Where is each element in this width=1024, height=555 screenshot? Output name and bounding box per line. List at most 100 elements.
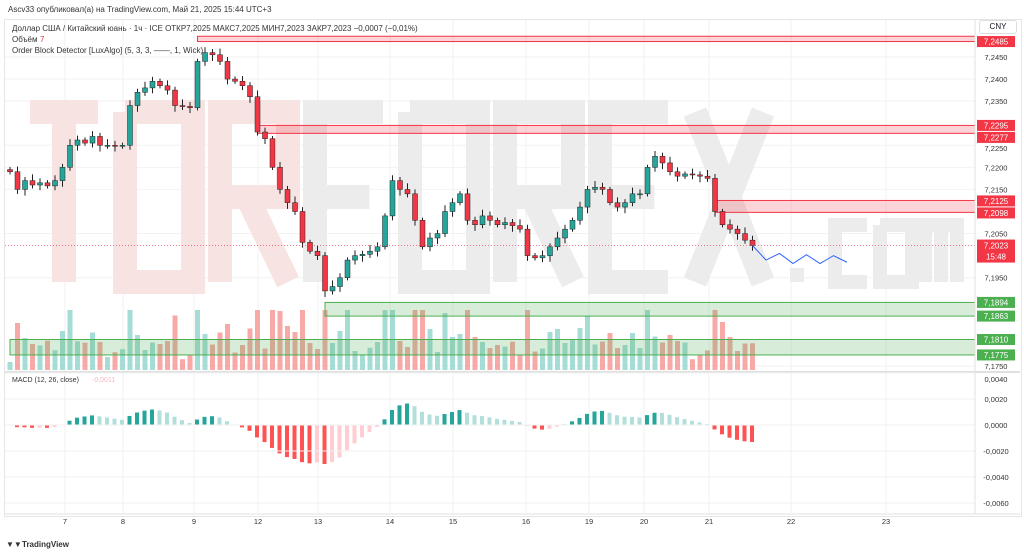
volume-bar [517,354,523,370]
macd-histogram-bar [52,425,57,428]
time-tick: 23 [882,517,890,526]
candle-body [667,162,673,173]
candle-body [704,175,711,179]
price-label-bg [977,131,1015,143]
macd-histogram-bar [97,416,102,425]
macd-histogram-bar [255,425,259,438]
candle-body [494,220,501,225]
indicator-legend[interactable]: Order Block Detector [LuxAlgo] (5, 3, 3,… [12,46,204,55]
price-label-bg [977,310,1015,322]
macd-title[interactable]: MACD (12, 26, close) [12,377,79,384]
candle-body [457,193,463,203]
candle-body [487,215,493,221]
brand-label[interactable]: TradingView [22,540,69,549]
volume-bar [330,343,335,370]
tradingview-logo-icon[interactable]: ▼▼ [6,540,22,549]
macd-histogram-bar [165,412,169,425]
volume-bar [127,310,133,370]
currency-button[interactable]: CNY [979,20,1017,34]
volume-bar [337,331,343,370]
macd-histogram-bar [262,425,267,443]
time-tick: 13 [314,517,322,526]
candle-body [382,215,388,248]
volume-bar [195,310,200,370]
order-block-price-label: 7,1894 [984,298,1009,307]
order-block-price-label: 7,2485 [984,38,1009,47]
candle-body [652,156,658,168]
volume-bar [750,343,755,370]
watermark-stroke [493,100,585,282]
volume-bar [510,341,515,370]
candle-body [134,92,141,106]
macd-histogram-bar [45,425,49,428]
candle-body [202,52,208,62]
price-tick: 7,2050 [985,230,1008,239]
volume-bar [285,326,290,370]
candle-body [509,222,516,226]
candle-body [749,239,756,246]
candle-body [14,171,21,190]
volume-bar [735,351,740,370]
volume-bar [615,348,620,370]
volume-bar [600,341,605,370]
macd-histogram-bar [442,414,447,425]
macd-histogram-bar [660,412,664,425]
volume-bar [240,345,245,370]
candle-body [532,255,538,259]
volume-bar [412,310,418,370]
candle-body [217,54,223,62]
volume-bar [405,347,410,370]
chart-frame [4,19,1022,517]
time-tick: 14 [386,517,394,526]
candle-body [52,180,58,187]
volume-bar [562,343,568,370]
order-block-price-tag: 7,1775 [977,349,1015,361]
macd-histogram-bar [127,415,132,425]
candle-body [742,233,748,241]
volume-bar [37,345,43,370]
candle-body [547,246,553,256]
macd-histogram-bar [315,425,319,463]
volume-label[interactable]: Объём [12,35,38,44]
volume-bar [622,345,628,370]
price-label-bg [977,296,1015,308]
candle-body [284,189,291,203]
price-tick-group: 7,2200 [985,163,1008,172]
volume-bar [322,310,328,370]
candle-body [659,156,666,164]
volume-bar [682,342,688,370]
volume-bar [397,341,403,370]
volume-value: 7 [40,35,45,44]
volume-bar [292,332,298,370]
order-block-price-tag: 7,1863 [977,310,1015,322]
volume-bar [585,316,590,370]
volume-bar [742,343,748,370]
macd-histogram-bar [600,410,604,425]
volume-bar [727,337,733,370]
macd-histogram-bar [210,416,214,425]
watermark-stroke [873,218,919,289]
volume-bar [667,335,673,370]
candle-body [172,89,178,106]
candle-body [89,136,96,144]
price-tick: 7,2200 [985,163,1008,172]
candle-body [322,255,328,292]
price-label-bg [977,36,1015,48]
candle-body [307,242,313,252]
macd-histogram-bar [555,425,559,427]
macd-histogram-bar [367,425,372,432]
volume-bar [157,344,163,370]
macd-histogram-bar [630,416,634,425]
macd-histogram-bar [187,423,192,425]
time-tick: 12 [254,517,262,526]
macd-histogram-bar [390,409,394,425]
symbol-legend[interactable]: Доллар США / Китайский юань · 1ч · ICE О… [12,24,418,33]
volume-bar [150,342,155,370]
candle-body [314,250,321,256]
time-tick: 15 [449,517,457,526]
volume-bar [697,355,703,370]
candle-body [344,259,351,278]
candle-body [412,193,418,221]
macd-histogram-bar [690,420,694,425]
